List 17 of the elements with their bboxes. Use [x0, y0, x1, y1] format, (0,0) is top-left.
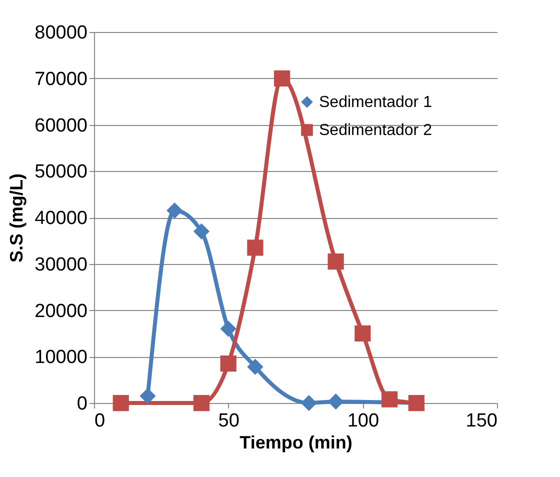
y-tick-label: 10000 — [34, 347, 88, 368]
y-tick-label: 30000 — [34, 254, 88, 276]
x-tick-label: 50 — [218, 410, 240, 432]
y-tick-label: 80000 — [34, 22, 88, 44]
y-tick-label: 0 — [76, 394, 88, 414]
y-tick-label: 40000 — [34, 208, 88, 229]
y-tick-label: 70000 — [34, 68, 88, 90]
x-axis-title: Tiempo (min) — [240, 432, 352, 452]
legend-label: Sedimentador 2 — [319, 122, 432, 139]
x-tick-label: 100 — [347, 410, 380, 432]
x-tick-label: 150 — [466, 410, 498, 432]
y-tick-label: 50000 — [34, 162, 88, 183]
y-tick-label: 20000 — [34, 300, 88, 322]
y-tick-label: 60000 — [34, 115, 88, 136]
x-tick-label: 0 — [94, 410, 106, 432]
y-axis-title: S.S (mg/L) — [6, 173, 27, 262]
legend-label: Sedimentador 1 — [319, 94, 432, 111]
